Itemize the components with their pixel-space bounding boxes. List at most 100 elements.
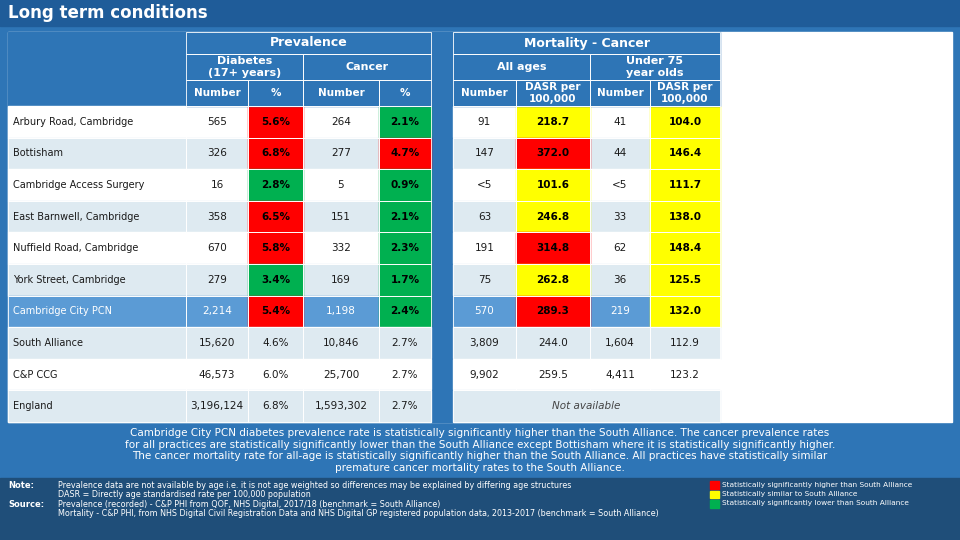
Bar: [8, 138, 186, 169]
Text: 44: 44: [613, 148, 627, 158]
Bar: [248, 106, 303, 138]
Bar: [590, 201, 650, 232]
Text: 16: 16: [210, 180, 224, 190]
Bar: [379, 359, 431, 390]
Text: 101.6: 101.6: [537, 180, 569, 190]
Text: 244.0: 244.0: [539, 338, 568, 348]
Bar: [0, 478, 960, 540]
Bar: [303, 327, 379, 359]
Text: 62: 62: [613, 243, 627, 253]
Text: Arbury Road, Cambridge: Arbury Road, Cambridge: [13, 117, 133, 127]
Bar: [590, 169, 650, 201]
Bar: [590, 327, 650, 359]
Bar: [590, 80, 650, 106]
Bar: [186, 264, 248, 295]
Text: 2.1%: 2.1%: [391, 212, 420, 221]
Bar: [516, 201, 590, 232]
Bar: [650, 232, 720, 264]
Bar: [650, 138, 720, 169]
Text: Diabetes
(17+ years): Diabetes (17+ years): [208, 56, 281, 78]
Bar: [186, 106, 248, 138]
Bar: [590, 106, 650, 138]
Text: 289.3: 289.3: [537, 306, 569, 316]
Text: 147: 147: [474, 148, 494, 158]
Bar: [516, 327, 590, 359]
Text: Cambridge Access Surgery: Cambridge Access Surgery: [13, 180, 144, 190]
Text: York Street, Cambridge: York Street, Cambridge: [13, 275, 126, 285]
Text: 33: 33: [613, 212, 627, 221]
Text: 1,593,302: 1,593,302: [315, 401, 368, 411]
Bar: [453, 264, 516, 295]
Text: 151: 151: [331, 212, 351, 221]
Text: 25,700: 25,700: [323, 369, 359, 380]
Bar: [248, 138, 303, 169]
Text: Nuffield Road, Cambridge: Nuffield Road, Cambridge: [13, 243, 138, 253]
Text: 138.0: 138.0: [668, 212, 702, 221]
Bar: [186, 32, 431, 54]
Bar: [516, 327, 590, 359]
Bar: [379, 327, 431, 359]
Text: 5.4%: 5.4%: [261, 306, 290, 316]
Bar: [186, 138, 248, 169]
Bar: [303, 390, 379, 422]
Bar: [590, 264, 650, 295]
Text: %: %: [271, 88, 280, 98]
Text: 326: 326: [207, 148, 227, 158]
Text: 2.7%: 2.7%: [392, 401, 419, 411]
Bar: [590, 295, 650, 327]
Bar: [650, 359, 720, 390]
Bar: [590, 201, 650, 232]
Text: DASR per
100,000: DASR per 100,000: [525, 82, 581, 104]
Text: 2.1%: 2.1%: [391, 117, 420, 127]
Text: Cancer: Cancer: [346, 62, 389, 72]
Text: 1.7%: 1.7%: [391, 275, 420, 285]
Bar: [186, 201, 248, 232]
Bar: [453, 201, 516, 232]
Bar: [248, 327, 303, 359]
Bar: [303, 169, 379, 201]
Bar: [8, 232, 186, 264]
Bar: [650, 295, 720, 327]
Text: 4.6%: 4.6%: [262, 338, 289, 348]
Bar: [453, 232, 516, 264]
Bar: [303, 138, 379, 169]
Bar: [8, 106, 186, 138]
Bar: [303, 201, 379, 232]
Text: 111.7: 111.7: [668, 180, 702, 190]
Bar: [379, 80, 431, 106]
Text: 1,198: 1,198: [326, 306, 356, 316]
Bar: [650, 264, 720, 295]
Text: 146.4: 146.4: [668, 148, 702, 158]
Bar: [650, 80, 720, 106]
Text: <5: <5: [612, 180, 628, 190]
Bar: [186, 169, 248, 201]
Text: 132.0: 132.0: [668, 306, 702, 316]
Bar: [650, 327, 720, 359]
Bar: [8, 390, 186, 422]
Bar: [590, 106, 650, 138]
Text: 2.7%: 2.7%: [392, 338, 419, 348]
Text: 670: 670: [207, 243, 227, 253]
Bar: [248, 327, 303, 359]
Bar: [303, 232, 379, 264]
Text: 112.9: 112.9: [670, 338, 700, 348]
Bar: [248, 201, 303, 232]
Bar: [8, 106, 186, 138]
Bar: [248, 264, 303, 295]
Bar: [650, 106, 720, 138]
Text: 191: 191: [474, 243, 494, 253]
Bar: [248, 264, 303, 295]
Bar: [303, 232, 379, 264]
Bar: [516, 169, 590, 201]
Text: 277: 277: [331, 148, 351, 158]
Text: 2,214: 2,214: [202, 306, 232, 316]
Bar: [303, 264, 379, 295]
Text: C&P CCG: C&P CCG: [13, 369, 58, 380]
Text: 2.3%: 2.3%: [391, 243, 420, 253]
Bar: [248, 106, 303, 138]
Text: Mortality - Cancer: Mortality - Cancer: [523, 37, 650, 50]
Bar: [186, 106, 248, 138]
Bar: [186, 295, 248, 327]
Bar: [8, 80, 186, 106]
Bar: [590, 138, 650, 169]
